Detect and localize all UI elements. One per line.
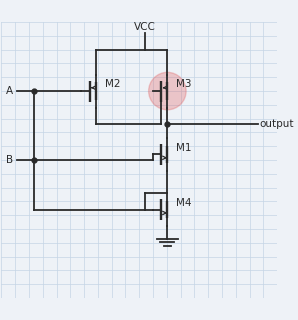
Text: M4: M4 — [176, 198, 192, 208]
Text: VCC: VCC — [134, 22, 156, 32]
Text: M3: M3 — [176, 79, 192, 89]
Text: M2: M2 — [105, 79, 120, 89]
Text: B: B — [6, 155, 13, 165]
Text: A: A — [6, 86, 13, 96]
Text: output: output — [259, 119, 294, 129]
Text: M1: M1 — [176, 143, 192, 153]
Circle shape — [149, 72, 186, 110]
